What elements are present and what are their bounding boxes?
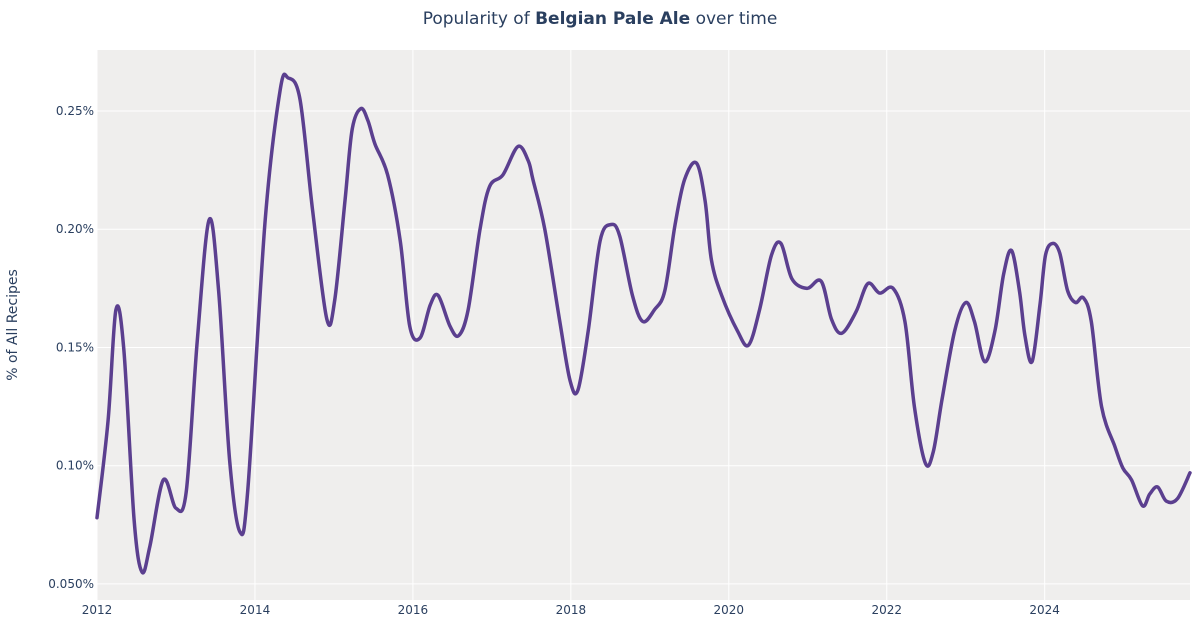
y-axis-label: % of All Recipes (5, 269, 21, 381)
y-tick-label: 0.050% (48, 577, 94, 591)
x-tick-label: 2022 (871, 603, 902, 617)
title-prefix: Popularity of (422, 9, 536, 29)
x-tick-label: 2016 (398, 603, 429, 617)
y-tick-label: 0.25% (56, 104, 94, 118)
popularity-line (95, 72, 1192, 575)
y-tick-label: 0.15% (56, 340, 94, 354)
x-tick-label: 2012 (82, 603, 113, 617)
y-tick-label: 0.10% (56, 459, 94, 473)
x-tick-label: 2020 (714, 603, 745, 617)
y-tick-label: 0.20% (56, 222, 94, 236)
series-lines (95, 72, 1192, 575)
x-tick-label: 2024 (1029, 603, 1060, 617)
title-style-name: Belgian Pale Ale (535, 9, 691, 29)
title-suffix: over time (690, 9, 778, 29)
plot-area (97, 50, 1190, 600)
x-tick-label: 2018 (556, 603, 587, 617)
gridlines (96, 50, 1190, 600)
chart-title: Popularity of Belgian Pale Ale over time (0, 9, 1200, 29)
x-tick-label: 2014 (240, 603, 271, 617)
axis-ticks: 2012 2014 2016 2018 2020 2022 2024 0.050% 0.10% 0… (48, 104, 1060, 617)
